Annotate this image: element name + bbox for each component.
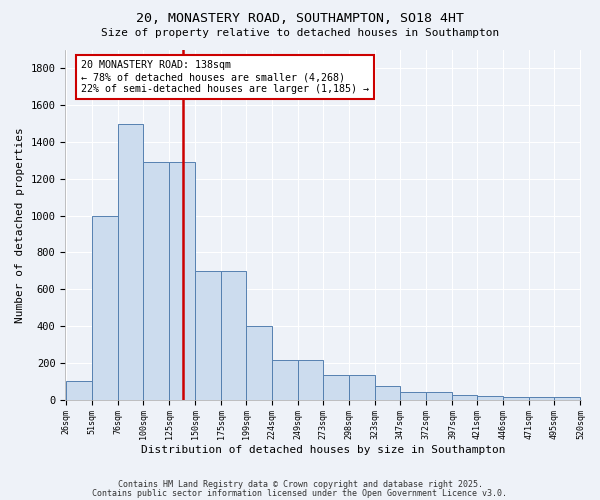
Bar bbox=[247, 326, 272, 400]
Bar bbox=[272, 360, 298, 400]
Bar bbox=[529, 397, 554, 400]
Text: 20 MONASTERY ROAD: 138sqm
← 78% of detached houses are smaller (4,268)
22% of se: 20 MONASTERY ROAD: 138sqm ← 78% of detac… bbox=[81, 60, 369, 94]
Bar bbox=[503, 397, 529, 400]
Text: Contains HM Land Registry data © Crown copyright and database right 2025.: Contains HM Land Registry data © Crown c… bbox=[118, 480, 482, 489]
Text: 20, MONASTERY ROAD, SOUTHAMPTON, SO18 4HT: 20, MONASTERY ROAD, SOUTHAMPTON, SO18 4H… bbox=[136, 12, 464, 26]
Bar bbox=[376, 386, 400, 400]
Bar bbox=[400, 392, 427, 400]
X-axis label: Distribution of detached houses by size in Southampton: Distribution of detached houses by size … bbox=[141, 445, 506, 455]
Bar bbox=[349, 375, 376, 400]
Text: Contains public sector information licensed under the Open Government Licence v3: Contains public sector information licen… bbox=[92, 488, 508, 498]
Bar bbox=[92, 216, 118, 400]
Bar bbox=[118, 124, 143, 400]
Bar bbox=[221, 271, 247, 400]
Text: Size of property relative to detached houses in Southampton: Size of property relative to detached ho… bbox=[101, 28, 499, 38]
Bar bbox=[323, 375, 349, 400]
Y-axis label: Number of detached properties: Number of detached properties bbox=[15, 127, 25, 322]
Bar bbox=[298, 360, 323, 400]
Bar bbox=[169, 162, 196, 400]
Bar bbox=[478, 396, 503, 400]
Bar bbox=[67, 382, 92, 400]
Bar bbox=[196, 271, 221, 400]
Bar bbox=[554, 397, 580, 400]
Bar bbox=[143, 162, 169, 400]
Bar bbox=[427, 392, 452, 400]
Bar bbox=[452, 395, 478, 400]
